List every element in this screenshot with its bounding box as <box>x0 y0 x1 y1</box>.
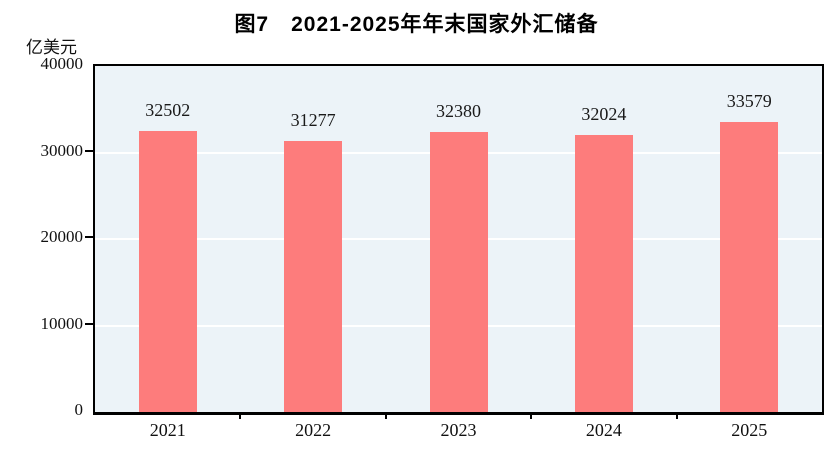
x-tick-label-2024: 2024 <box>585 420 622 440</box>
x-tick-mark-2 <box>384 413 387 419</box>
bar-2025 <box>720 121 779 412</box>
y-tick-label-0: 0 <box>74 400 84 419</box>
y-tick-label-40000: 40000 <box>40 54 84 73</box>
y-tick-label-30000: 30000 <box>40 140 84 160</box>
y-tick-label-10000: 10000 <box>40 313 84 333</box>
bar-value-label-2023: 32380 <box>436 100 481 121</box>
x-tick-label-2025: 2025 <box>731 420 768 440</box>
bar-value-label-2025: 33579 <box>726 90 772 111</box>
x-tick-label-2021: 2021 <box>149 420 186 440</box>
x-tick-mark-3 <box>530 413 533 419</box>
plot-area: 32502 31277 32380 32024 33579 <box>93 64 824 415</box>
y-axis-unit-label: 亿美元 <box>26 38 77 57</box>
bar-2021 <box>138 130 197 412</box>
chart-title: 图7 2021-2025年年末国家外汇储备 <box>234 13 599 36</box>
y-tick-mark-30000 <box>85 149 93 152</box>
x-tick-mark-1 <box>239 413 242 419</box>
bar-2024 <box>574 135 633 412</box>
y-tick-mark-10000 <box>85 322 93 325</box>
x-tick-label-2022: 2022 <box>295 420 332 440</box>
bar-value-label-2021: 32502 <box>145 99 191 120</box>
y-tick-mark-20000 <box>85 236 93 238</box>
bar-value-label-2022: 31277 <box>290 110 336 131</box>
bar-value-label-2024: 32024 <box>581 104 627 124</box>
y-tick-label-20000: 20000 <box>40 227 84 246</box>
bar-2023 <box>429 131 488 412</box>
x-tick-label-2023: 2023 <box>440 420 477 440</box>
x-tick-mark-4 <box>675 413 678 419</box>
bar-2022 <box>284 141 343 412</box>
